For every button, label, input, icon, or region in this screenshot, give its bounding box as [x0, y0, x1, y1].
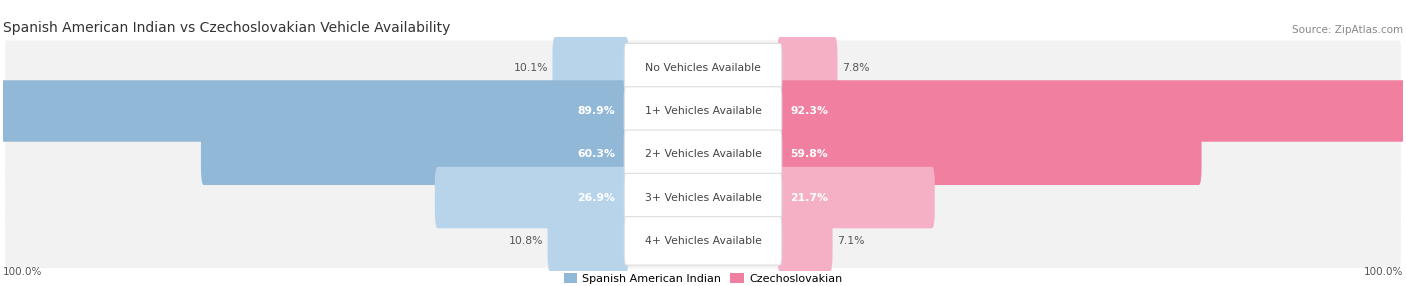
Text: 10.1%: 10.1% [513, 63, 548, 73]
FancyBboxPatch shape [778, 37, 838, 98]
Text: 60.3%: 60.3% [578, 149, 616, 159]
Text: 2+ Vehicles Available: 2+ Vehicles Available [644, 149, 762, 159]
Text: 4+ Vehicles Available: 4+ Vehicles Available [644, 236, 762, 246]
FancyBboxPatch shape [6, 40, 1400, 95]
Text: 10.8%: 10.8% [509, 236, 543, 246]
Text: 100.0%: 100.0% [1364, 267, 1403, 277]
FancyBboxPatch shape [6, 214, 1400, 268]
Text: Source: ZipAtlas.com: Source: ZipAtlas.com [1292, 25, 1403, 35]
Text: 92.3%: 92.3% [790, 106, 828, 116]
FancyBboxPatch shape [6, 127, 1400, 182]
Text: 100.0%: 100.0% [3, 267, 42, 277]
FancyBboxPatch shape [547, 210, 628, 272]
Text: 59.8%: 59.8% [790, 149, 828, 159]
FancyBboxPatch shape [434, 167, 628, 228]
Text: 1+ Vehicles Available: 1+ Vehicles Available [644, 106, 762, 116]
FancyBboxPatch shape [624, 217, 782, 265]
Text: 21.7%: 21.7% [790, 192, 828, 202]
Text: 26.9%: 26.9% [578, 192, 616, 202]
FancyBboxPatch shape [6, 84, 1400, 138]
Text: 89.9%: 89.9% [578, 106, 616, 116]
FancyBboxPatch shape [624, 130, 782, 178]
FancyBboxPatch shape [6, 170, 1400, 225]
Text: 7.8%: 7.8% [842, 63, 869, 73]
FancyBboxPatch shape [624, 43, 782, 92]
FancyBboxPatch shape [624, 87, 782, 135]
FancyBboxPatch shape [778, 80, 1406, 142]
FancyBboxPatch shape [201, 124, 628, 185]
Legend: Spanish American Indian, Czechoslovakian: Spanish American Indian, Czechoslovakian [560, 270, 846, 286]
FancyBboxPatch shape [553, 37, 628, 98]
FancyBboxPatch shape [624, 173, 782, 222]
Text: 7.1%: 7.1% [837, 236, 865, 246]
FancyBboxPatch shape [778, 210, 832, 272]
FancyBboxPatch shape [778, 167, 935, 228]
Text: Spanish American Indian vs Czechoslovakian Vehicle Availability: Spanish American Indian vs Czechoslovaki… [3, 21, 450, 35]
Text: 3+ Vehicles Available: 3+ Vehicles Available [644, 192, 762, 202]
FancyBboxPatch shape [778, 124, 1202, 185]
FancyBboxPatch shape [0, 80, 628, 142]
Text: No Vehicles Available: No Vehicles Available [645, 63, 761, 73]
